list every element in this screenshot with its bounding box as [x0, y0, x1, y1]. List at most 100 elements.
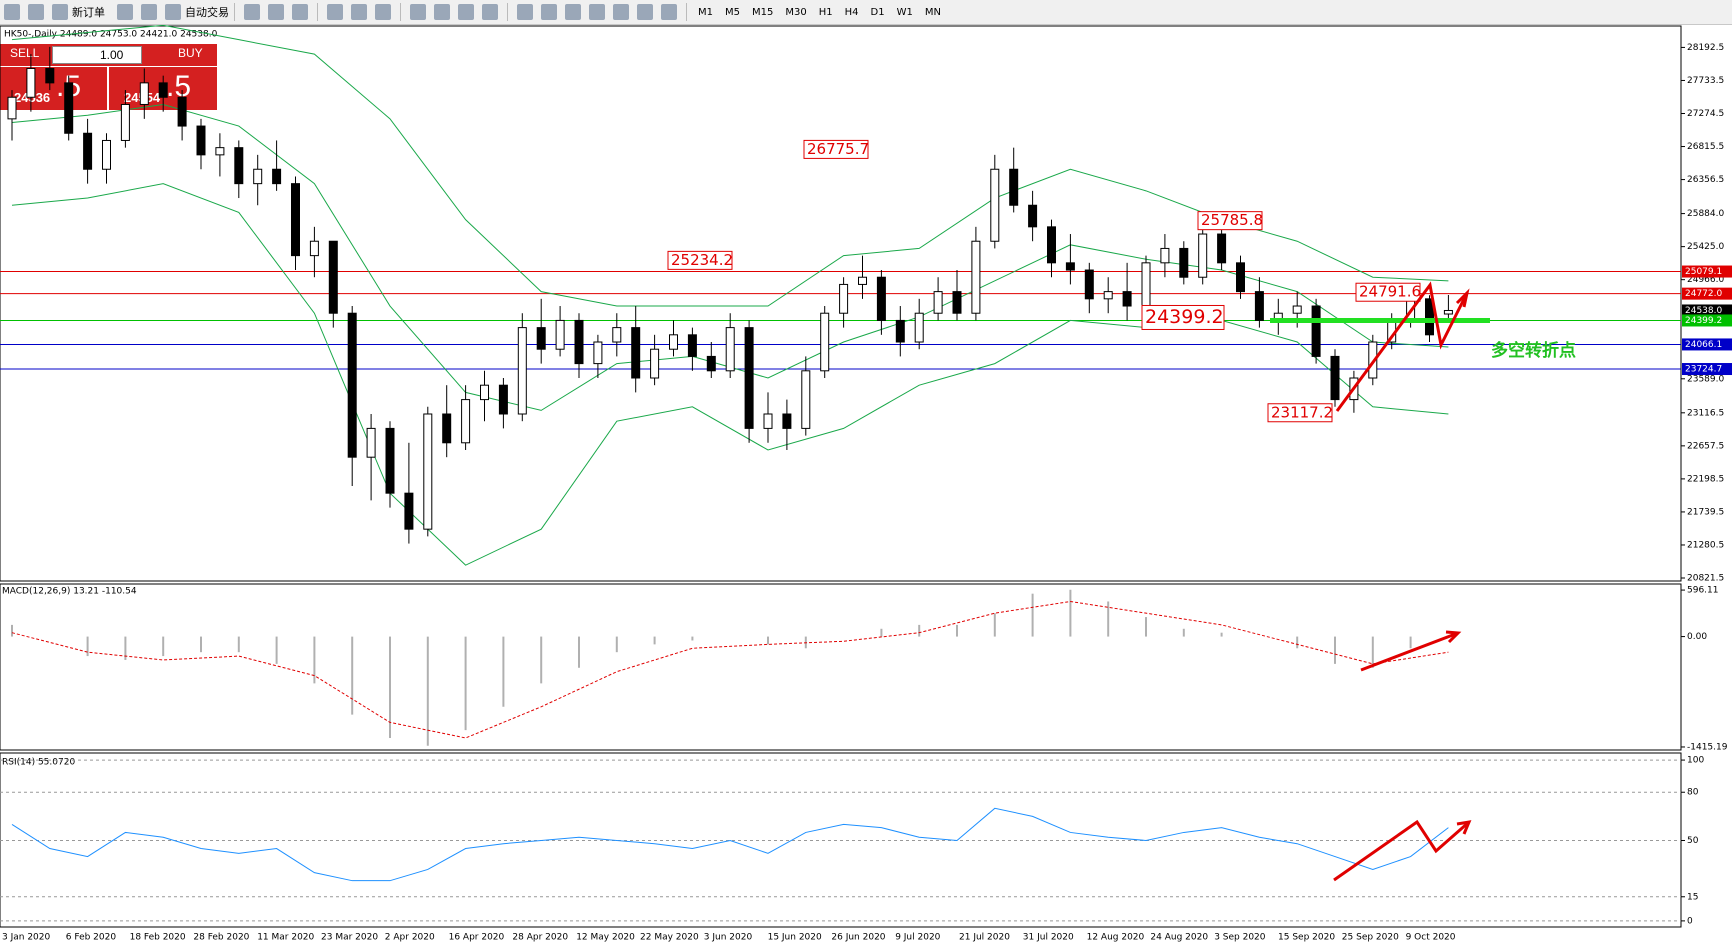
candle-body	[555, 319, 565, 350]
y-tick-label: 24966.0	[1687, 275, 1724, 285]
candle-body	[328, 240, 338, 314]
candle-body	[45, 67, 55, 84]
x-tick-label: 25 Sep 2020	[1342, 933, 1399, 943]
candle-body	[971, 240, 981, 314]
candle-body	[1330, 355, 1340, 401]
icon[interactable]	[613, 4, 629, 20]
candle-body	[990, 168, 1000, 242]
icon[interactable]	[410, 4, 426, 20]
icon[interactable]	[141, 4, 157, 20]
candle-body	[763, 413, 773, 429]
candle-body	[895, 319, 905, 343]
icon[interactable]	[482, 4, 498, 20]
y-tick-label: 80	[1687, 788, 1699, 798]
sell-button[interactable]: SELL	[10, 46, 40, 60]
candle-body	[631, 327, 641, 379]
icon[interactable]	[327, 4, 343, 20]
annotation: 24399.2	[1145, 306, 1224, 328]
macd-pane	[0, 583, 1682, 751]
candle-body	[593, 341, 603, 365]
candle-body	[801, 370, 811, 429]
note: 多空转折点	[1491, 340, 1576, 361]
candle-body	[158, 82, 168, 98]
candle-body	[650, 348, 660, 379]
icon[interactable]	[434, 4, 450, 20]
candle-body	[744, 327, 754, 429]
candle-body	[1122, 291, 1132, 307]
level-tag	[1682, 304, 1732, 317]
candle-body	[309, 240, 319, 257]
x-tick-label: 21 Jul 2020	[959, 933, 1010, 943]
toolbar: 新订单 自动交易 M1 M5 M15 M30 H1 H4 D1 W1 MN	[0, 0, 1732, 25]
annotation: 26775.7	[807, 140, 869, 158]
icon[interactable]	[565, 4, 581, 20]
buy-button[interactable]: BUY	[178, 46, 203, 60]
x-tick-label: 9 Jul 2020	[895, 933, 940, 943]
icon[interactable]	[351, 4, 367, 20]
annotation-box	[1355, 282, 1421, 302]
candle-body	[1160, 247, 1170, 264]
icon[interactable]	[4, 4, 20, 20]
icon[interactable]	[52, 4, 68, 20]
candle-body	[83, 132, 93, 170]
y-tick-label: 25425.0	[1687, 242, 1724, 252]
lots-input[interactable]: 1.00	[100, 48, 124, 62]
candle-body	[1292, 305, 1302, 314]
x-tick-label: 22 May 2020	[640, 933, 699, 943]
icon[interactable]	[517, 4, 533, 20]
y-tick-label: 26356.5	[1687, 175, 1724, 185]
timeframe[interactable]: W1	[896, 6, 913, 18]
level-label: 23724.7	[1685, 365, 1722, 375]
candle-body	[253, 168, 263, 185]
icon[interactable]	[292, 4, 308, 20]
icon[interactable]	[375, 4, 391, 20]
icon[interactable]	[117, 4, 133, 20]
candle-body	[1425, 298, 1434, 336]
candle-body	[858, 276, 867, 285]
candle-body	[1236, 262, 1245, 293]
timeframe[interactable]: H4	[844, 6, 859, 18]
candle-body	[612, 327, 622, 343]
candle-body	[669, 334, 678, 350]
timeframe[interactable]: D1	[870, 6, 885, 18]
new-order[interactable]: 新订单	[72, 6, 105, 19]
y-tick-label: 20821.5	[1687, 574, 1724, 584]
x-tick-label: 11 Mar 2020	[257, 933, 314, 943]
candle-body	[706, 355, 716, 372]
timeframe[interactable]: M30	[785, 6, 807, 18]
x-tick-label: 26 Jun 2020	[831, 933, 885, 943]
icon[interactable]	[165, 4, 181, 20]
y-tick-label: 27733.5	[1687, 76, 1724, 86]
level-tag	[1682, 338, 1732, 351]
x-tick-label: 3 Jan 2020	[2, 933, 50, 943]
icon[interactable]	[661, 4, 677, 20]
y-tick-label: 15	[1687, 892, 1698, 902]
timeframe[interactable]: M1	[698, 6, 713, 18]
auto-trading[interactable]: 自动交易	[185, 6, 229, 19]
candle-body	[876, 276, 886, 321]
timeframe[interactable]: H1	[818, 6, 833, 18]
icon[interactable]	[28, 4, 44, 20]
candle-body	[725, 327, 735, 372]
y-tick-label: 21739.5	[1687, 507, 1724, 517]
candle-body	[196, 125, 206, 156]
candle-body	[1254, 291, 1264, 321]
trade-panel: SELL 1.00 BUY 24536 .5 24554 .5	[0, 44, 217, 110]
x-tick-label: 2 Apr 2020	[385, 933, 435, 943]
icon[interactable]	[268, 4, 284, 20]
timeframe[interactable]: MN	[924, 6, 941, 18]
icon[interactable]	[541, 4, 557, 20]
annotation-box	[1197, 211, 1263, 231]
icon[interactable]	[458, 4, 474, 20]
candle-body	[366, 427, 376, 458]
candle-body	[1141, 262, 1151, 307]
x-tick-label: 12 May 2020	[576, 933, 635, 943]
icon[interactable]	[589, 4, 605, 20]
icon[interactable]	[244, 4, 260, 20]
candle-body	[234, 147, 244, 185]
timeframe[interactable]: M15	[752, 6, 774, 18]
icon[interactable]	[637, 4, 653, 20]
timeframe[interactable]: M5	[725, 6, 740, 18]
level-label: 24538.0	[1685, 306, 1722, 316]
candle-body	[1198, 233, 1208, 278]
